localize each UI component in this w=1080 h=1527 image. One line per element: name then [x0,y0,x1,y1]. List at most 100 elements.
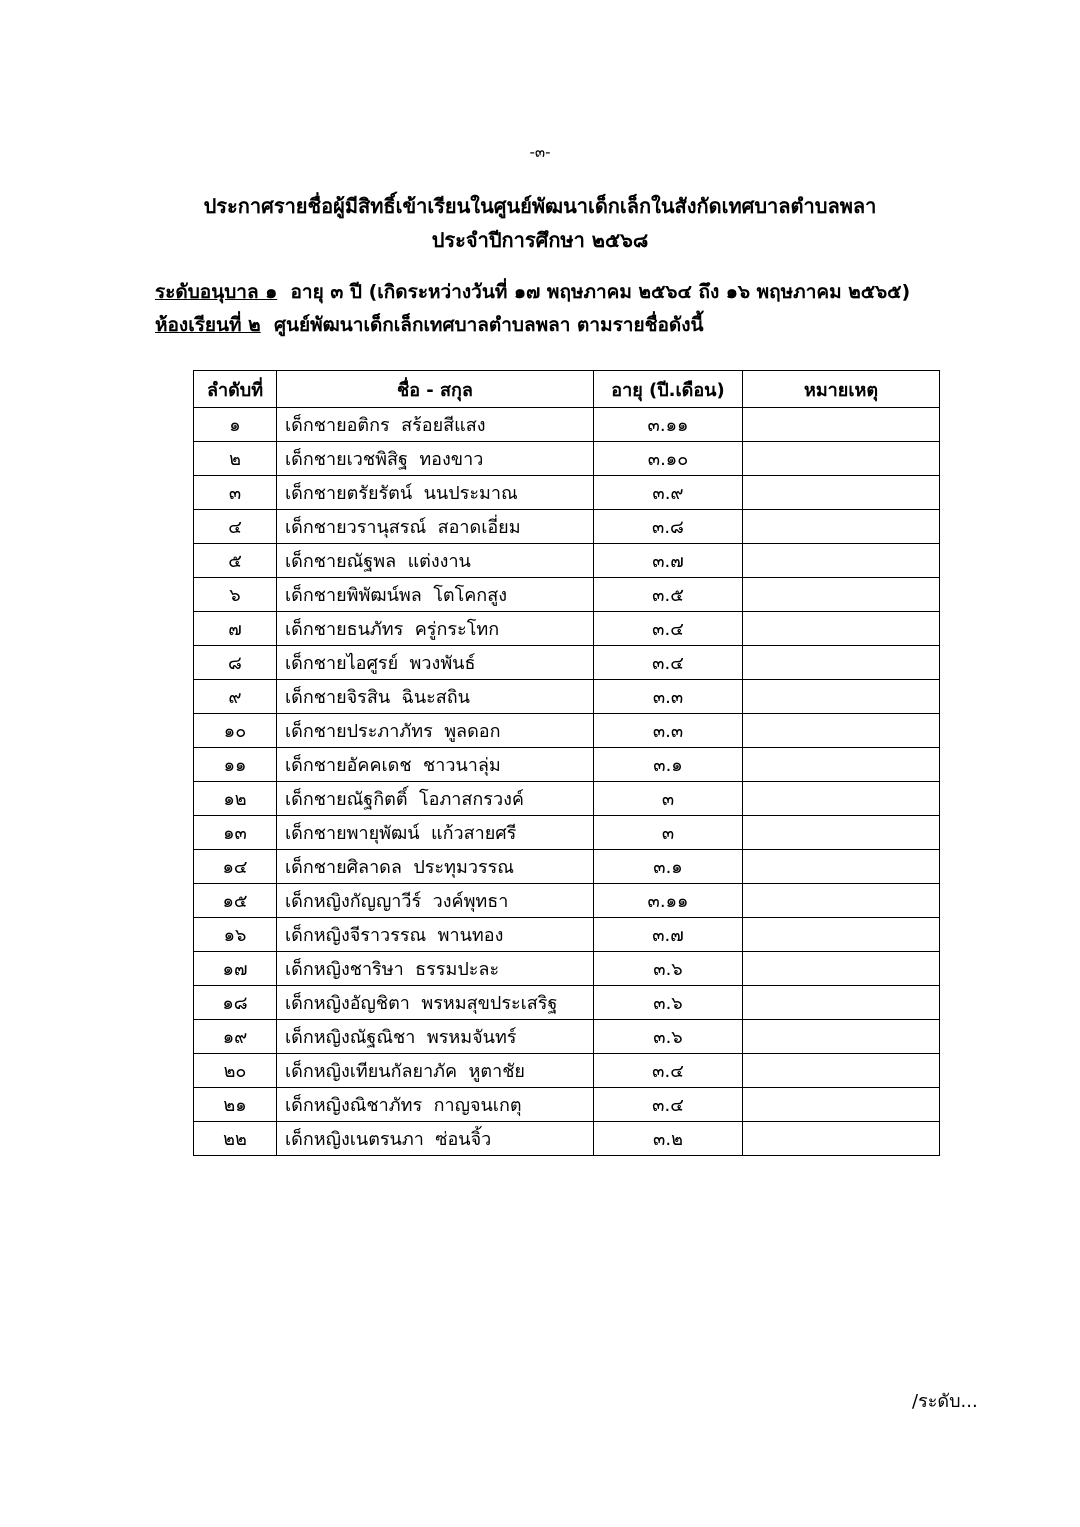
header-row: ลำดับที่ ชื่อ - สกุล อายุ (ปี.เดือน) หมายเห… [193,370,940,408]
table-row: ๒๒ เด็กหญิงเนตรนภา ซ่อนจิ้ว ๓.๒ [193,1121,940,1156]
table-cell: ๓.๔ [593,1053,743,1088]
table-cell: ๒๐ [193,1053,277,1088]
table-cell: เด็กหญิงณิชาภัทร กาญจนเกตุ [276,1087,594,1122]
table-cell: ๓.๓ [593,713,743,748]
empty-cell [742,713,940,748]
empty-cell [742,645,940,680]
table-row: ๑๐ เด็กชายประภาภัทร พูลดอก ๓.๓ [193,713,940,748]
table-row: ๕เด็กชายณัฐพล แต่งงาน ๓.๗ [193,543,940,578]
table-cell: เด็กชายพายุพัฒน์ แก้วสายศรี [276,815,594,850]
table-cell: ๑๓ [193,815,277,850]
table-cell: ๓ [593,815,743,850]
table-cell: เด็กหญิงชาริษา ธรรมปะละ [276,951,594,986]
table-cell: ๑๑ [193,747,277,782]
empty-cell [742,1121,940,1156]
table-row: ๑๒ เด็กชายณัฐกิตติ์ โอภาสกรวงค์๓ [193,781,940,816]
table-row: ๘เด็กชายไอศูรย์ พวงพันธ์ ๓.๔ [193,645,940,680]
room-line: ห้องเรียนที่ ๒ ศูนย์พัฒนาเด็กเล็กเทศบาลต… [155,310,704,340]
table-cell: เด็กชายเวชพิสิฐ ทองขาว [276,441,594,476]
table-cell: เด็กชายอัคคเดช ชาวนาลุ่ม [276,747,594,782]
table-cell: ๓.๑๐ [593,441,743,476]
table-cell: เด็กชายไอศูรย์ พวงพันธ์ [276,645,594,680]
table-cell: ๒๒ [193,1121,277,1156]
table-cell: ๑๕ [193,883,277,918]
table-cell: ๑๔ [193,849,277,884]
empty-cell [742,509,940,544]
table-cell: ๔ [193,509,277,544]
empty-cell [742,1053,940,1088]
table-row: ๖เด็กชายพิพัฒน์พล โตโคกสูง ๓.๕ [193,577,940,612]
table-cell: ๑๐ [193,713,277,748]
empty-cell [742,883,940,918]
empty-cell [742,475,940,510]
table-row: ๑๓ เด็กชายพายุพัฒน์ แก้วสายศรี๓ [193,815,940,850]
empty-cell [742,679,940,714]
table-cell: เด็กชายณัฐพล แต่งงาน [276,543,594,578]
title-line: ประจำปีการศึกษา ๒๕๖๘ [431,228,649,252]
empty-cell [742,577,940,612]
table-cell: ๓.๒ [593,1121,743,1156]
table-cell: เด็กชายจิรสิน ฉินะสถิน [276,679,594,714]
table-cell: ๒ [193,441,277,476]
table-cell: ๓.๖ [593,1019,743,1054]
column-header: ชื่อ - สกุล [276,370,594,408]
table-row: ๑๕ เด็กหญิงกัญญาวีร์ วงค์พุทธา ๓.๑๑ [193,883,940,918]
column-header: หมายเหตุ [742,370,940,408]
table-cell: เด็กหญิงณัฐณิชา พรหมจันทร์ [276,1019,594,1054]
empty-cell [742,951,940,986]
empty-cell [742,917,940,952]
table-cell: ๓.๕ [593,577,743,612]
table-cell: เด็กชายธนภัทร ครู่กระโทก [276,611,594,646]
table-cell: ๕ [193,543,277,578]
table-cell: เด็กชายวรานุสรณ์ สอาดเอี่ยม [276,509,594,544]
table-row: ๑๗ เด็กหญิงชาริษา ธรรมปะละ ๓.๖ [193,951,940,986]
table-cell: ๗ [193,611,277,646]
table-cell: ๑๒ [193,781,277,816]
table-cell: ๑๖ [193,917,277,952]
room-label: ห้องเรียนที่ ๒ [155,314,261,336]
empty-cell [742,849,940,884]
table-row: ๗เด็กชายธนภัทร ครู่กระโทก ๓.๔ [193,611,940,646]
empty-cell [742,611,940,646]
column-header: ลำดับที่ [193,370,277,408]
table-cell: เด็กชายตรัยรัตน์ นนประมาณ [276,475,594,510]
empty-cell [742,441,940,476]
table-cell: เด็กชายศิลาดล ประทุมวรรณ [276,849,594,884]
table-row: ๒๐ เด็กหญิงเทียนกัลยาภัค หูตาชัย ๓.๔ [193,1053,940,1088]
table-cell: ๓.๖ [593,951,743,986]
table-row: ๑๘ เด็กหญิงอัญชิตา พรหมสุขประเสริฐ ๓.๖ [193,985,940,1020]
page-footer: /ระดับ... [912,1391,978,1412]
level-text: อายุ ๓ ปี (เกิดระหว่างวันที่ ๑๗ พฤษภาคม … [290,281,911,303]
empty-cell [742,1019,940,1054]
table-cell: ๓.๔ [593,611,743,646]
level-line: ระดับอนุบาล ๑ อายุ ๓ ปี (เกิดระหว่างวันท… [155,277,910,307]
table-row: ๑เด็กชายอติกร สร้อยสีแสง ๓.๑๑ [193,407,940,442]
table-cell: ๓.๓ [593,679,743,714]
level-label: ระดับอนุบาล ๑ [155,281,278,303]
empty-cell [742,781,940,816]
table-cell: เด็กชายณัฐกิตติ์ โอภาสกรวงค์ [276,781,594,816]
table-cell: เด็กหญิงอัญชิตา พรหมสุขประเสริฐ [276,985,594,1020]
table-cell: ๘ [193,645,277,680]
table-cell: ๓.๔ [593,1087,743,1122]
table-cell: ๓.๑๑ [593,407,743,442]
table-cell: เด็กชายพิพัฒน์พล โตโคกสูง [276,577,594,612]
table-row: ๑๑ เด็กชายอัคคเดช ชาวนาลุ่ม ๓.๑ [193,747,940,782]
table-cell: ๓ [593,781,743,816]
table-cell: ๓.๖ [593,985,743,1020]
table-cell: เด็กหญิงจีราวรรณ พานทอง [276,917,594,952]
table-cell: ๓.๑๑ [593,883,743,918]
empty-cell [742,407,940,442]
table-cell: เด็กชายอติกร สร้อยสีแสง [276,407,594,442]
table-cell: ๓.๘ [593,509,743,544]
page-number: -๓- [529,143,551,161]
empty-cell [742,747,940,782]
table-row: ๑๙ เด็กหญิงณัฐณิชา พรหมจันทร์ ๓.๖ [193,1019,940,1054]
table-row: ๙เด็กชายจิรสิน ฉินะสถิน ๓.๓ [193,679,940,714]
table-cell: เด็กชายประภาภัทร พูลดอก [276,713,594,748]
table-cell: ๓ [193,475,277,510]
table-cell: ๓.๗ [593,917,743,952]
table-row: ๔เด็กชายวรานุสรณ์ สอาดเอี่ยม ๓.๘ [193,509,940,544]
empty-cell [742,1087,940,1122]
table-cell: เด็กหญิงกัญญาวีร์ วงค์พุทธา [276,883,594,918]
